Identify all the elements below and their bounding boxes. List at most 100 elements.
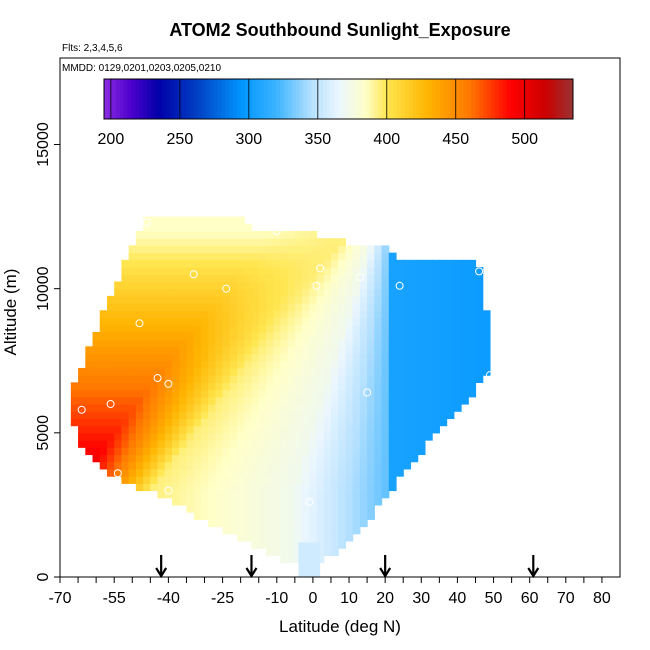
heat-cell [294, 303, 303, 311]
heat-cell [424, 389, 433, 398]
heat-cell [150, 288, 159, 297]
heat-cell [323, 295, 332, 304]
heat-cell [157, 267, 166, 275]
heat-cell [381, 454, 390, 463]
heat-cell [244, 331, 253, 340]
heat-cell [396, 281, 404, 290]
heat-cell [273, 295, 281, 304]
heat-cell [273, 346, 281, 355]
heat-cell [316, 396, 325, 405]
heat-cell [323, 259, 332, 268]
heat-cell [294, 476, 303, 484]
heat-cell [417, 360, 426, 369]
heat-cell [222, 274, 231, 283]
heat-cell [323, 447, 332, 456]
heat-cell [273, 447, 281, 456]
heat-cell [143, 267, 151, 275]
heat-cell [114, 367, 123, 376]
heat-cell [439, 310, 448, 319]
heat-cell [222, 223, 231, 232]
heat-cell [374, 346, 383, 355]
heat-cell [229, 281, 238, 290]
colorbar-segment [346, 79, 351, 119]
heat-cell [330, 274, 339, 283]
heat-cell [280, 490, 289, 499]
heat-cell [280, 440, 289, 448]
heat-cell [374, 461, 383, 470]
heat-cell [193, 223, 202, 232]
heat-cell [157, 303, 166, 311]
heat-cell [251, 310, 260, 319]
heat-cell [215, 238, 224, 247]
heat-cell [128, 367, 137, 376]
heat-cell [237, 324, 245, 333]
heat-cell [316, 533, 325, 542]
heat-cell [432, 310, 440, 319]
heat-cell [208, 303, 216, 311]
heat-cell [273, 411, 281, 420]
heat-cell [323, 303, 332, 311]
heat-cell [287, 440, 296, 448]
heat-cell [410, 389, 419, 398]
heat-cell [396, 411, 404, 420]
colorbar-segment [487, 79, 492, 119]
heat-cell [424, 274, 433, 283]
heat-cell [193, 476, 202, 484]
heat-cell [461, 295, 469, 304]
heat-cell [287, 468, 296, 477]
heat-cell [273, 389, 281, 398]
heat-cell [294, 497, 303, 506]
heat-cell [106, 382, 115, 391]
heat-cell [316, 382, 325, 391]
heat-cell [439, 411, 448, 420]
sample-point [363, 388, 372, 397]
heat-cell [338, 504, 347, 513]
colorbar-segment [514, 79, 519, 119]
sample-point [305, 498, 314, 507]
heat-cell [338, 346, 347, 355]
heat-cell [403, 440, 412, 448]
heat-cell [302, 425, 310, 434]
heat-cell [222, 411, 231, 420]
heat-cell [215, 288, 224, 297]
heat-cell [323, 310, 332, 319]
heat-cell [215, 274, 224, 283]
heat-cell [114, 339, 123, 347]
colorbar-segment [264, 79, 269, 119]
heat-cell [258, 259, 267, 268]
heat-cell [316, 252, 325, 261]
heat-cell [172, 483, 180, 492]
heat-cell [121, 317, 130, 326]
heat-cell [164, 382, 173, 391]
heat-cell [128, 245, 137, 254]
heat-cell [316, 512, 325, 520]
heat-cell [338, 375, 347, 383]
heat-cell [287, 548, 296, 556]
heat-cell [265, 375, 274, 383]
heat-cell [316, 418, 325, 427]
heat-cell [172, 245, 180, 254]
heat-cell [309, 461, 318, 470]
down-arrow-icon [527, 555, 540, 579]
heat-cell [193, 346, 202, 355]
heat-cell [215, 353, 224, 362]
heat-cell [85, 425, 94, 434]
heat-cell [410, 259, 419, 268]
heat-cell [222, 504, 231, 513]
heat-cell [172, 331, 180, 340]
heat-cell [309, 389, 318, 398]
heat-cell [92, 389, 101, 398]
heat-cell [280, 447, 289, 456]
heat-cell [157, 231, 166, 239]
heat-cell [338, 288, 347, 297]
heat-cell [453, 375, 462, 383]
heat-cell [330, 454, 339, 463]
heat-cell [280, 367, 289, 376]
heat-cell [381, 331, 390, 340]
heat-cell [323, 468, 332, 477]
heat-cell [114, 382, 123, 391]
heat-cell [229, 331, 238, 340]
heat-cell [287, 324, 296, 333]
heat-cell [208, 324, 216, 333]
heat-cell [388, 447, 397, 456]
